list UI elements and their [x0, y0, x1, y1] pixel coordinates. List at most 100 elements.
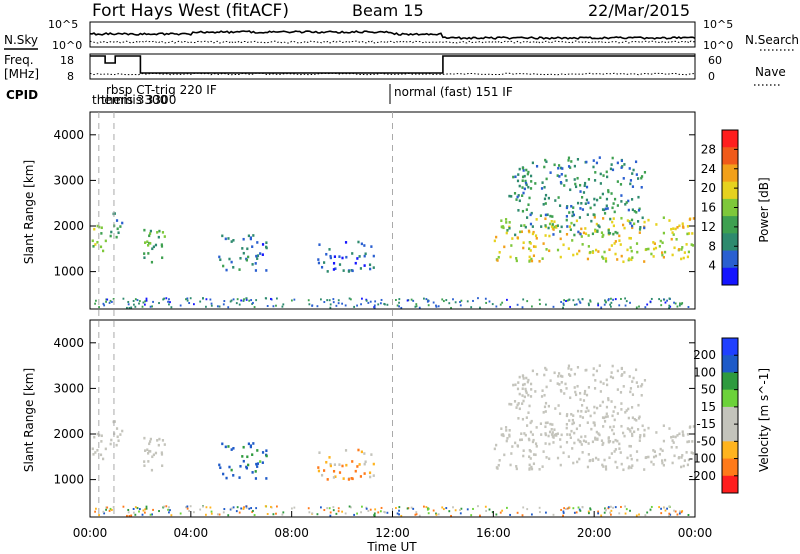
velocity-cell — [543, 393, 546, 397]
power-cell — [235, 302, 238, 305]
velocity-cell — [334, 475, 337, 478]
velocity-cell — [147, 460, 150, 463]
velocity-cell — [415, 513, 418, 516]
colorbar-segment — [722, 458, 738, 477]
velocity-cell — [545, 511, 547, 514]
velocity-cell — [511, 445, 514, 448]
velocity-cell — [508, 402, 511, 406]
power-cell — [563, 184, 566, 187]
velocity-cell — [574, 390, 577, 394]
power-cell — [555, 226, 558, 229]
power-cell — [614, 240, 617, 243]
power-cell — [581, 208, 585, 211]
power-cell — [144, 241, 147, 244]
power-cell — [493, 239, 496, 243]
velocity-cell — [442, 508, 445, 511]
power-cell — [686, 225, 690, 228]
power-cell — [523, 174, 526, 178]
power-cell — [240, 299, 243, 302]
power-cell — [251, 263, 254, 266]
power-cell — [108, 301, 111, 304]
colorbar-segment — [722, 355, 738, 373]
velocity-cell — [545, 385, 548, 389]
time-tick-label: 08:00 — [274, 526, 309, 540]
power-cell — [373, 304, 376, 307]
velocity-cell — [607, 437, 610, 440]
power-cell — [640, 175, 644, 178]
velocity-cell — [643, 378, 647, 382]
velocity-cell — [322, 469, 326, 472]
velocity-cell — [266, 513, 269, 516]
velocity-cell — [666, 507, 668, 510]
power-cell — [485, 301, 488, 304]
velocity-cell — [545, 456, 548, 459]
velocity-cell — [653, 450, 656, 453]
power-cell — [332, 268, 336, 271]
velocity-cell — [143, 511, 146, 514]
velocity-cell — [512, 383, 515, 387]
velocity-cell — [688, 426, 691, 429]
velocity-cell — [548, 430, 552, 434]
velocity-cell — [251, 471, 254, 474]
velocity-cell — [525, 376, 528, 380]
power-cell — [660, 299, 662, 302]
power-cell — [265, 269, 268, 272]
power-cell — [613, 210, 616, 214]
power-cell — [607, 190, 610, 194]
velocity-cell — [524, 433, 527, 437]
velocity-cell — [562, 514, 564, 517]
power-colorbar-label: Power [dB] — [757, 177, 771, 242]
power-ylabel: Slant Range [km] — [22, 160, 36, 264]
colorbar-segment — [722, 338, 738, 356]
velocity-cell — [557, 372, 561, 375]
velocity-cell — [647, 455, 650, 459]
colorbar-segment — [722, 233, 738, 252]
power-cell — [142, 301, 145, 304]
power-cell — [179, 304, 182, 307]
power-cell — [635, 173, 638, 176]
power-cell — [520, 230, 523, 234]
power-cell — [587, 234, 590, 237]
velocity-cell — [576, 409, 580, 413]
power-cell — [145, 297, 148, 300]
power-cell — [251, 245, 254, 248]
velocity-cell — [606, 383, 609, 387]
velocity-cell — [253, 514, 256, 517]
velocity-cell — [202, 505, 204, 508]
power-cell — [527, 229, 531, 233]
velocity-cell — [335, 512, 338, 515]
time-tick-label: 12:00 — [375, 526, 410, 540]
power-cell — [630, 198, 634, 201]
velocity-cell — [568, 419, 571, 422]
velocity-cell — [637, 403, 640, 407]
velocity-cell — [167, 508, 169, 511]
velocity-cell — [498, 458, 501, 462]
velocity-cell — [510, 452, 513, 455]
power-cell — [91, 239, 94, 243]
power-cell — [116, 227, 119, 231]
power-cell — [106, 298, 109, 301]
velocity-cell — [660, 507, 662, 510]
velocity-cell — [535, 426, 538, 429]
velocity-cell — [435, 512, 437, 515]
velocity-cell — [623, 371, 626, 374]
power-cell — [205, 305, 207, 308]
power-cell — [105, 300, 107, 303]
power-cell — [562, 243, 565, 247]
power-cell — [646, 303, 649, 306]
power-cell — [561, 167, 564, 170]
velocity-cell — [550, 428, 553, 431]
power-cell — [601, 208, 605, 211]
velocity-cell — [629, 454, 632, 457]
power-cell — [265, 241, 268, 244]
power-cell — [151, 247, 154, 251]
velocity-cell — [360, 511, 362, 514]
power-cell — [620, 297, 622, 300]
power-cell — [442, 300, 445, 303]
velocity-cell — [596, 406, 599, 410]
velocity-cell — [230, 468, 233, 472]
velocity-cell — [163, 443, 166, 446]
power-cell — [320, 298, 322, 301]
velocity-cell — [531, 440, 535, 444]
